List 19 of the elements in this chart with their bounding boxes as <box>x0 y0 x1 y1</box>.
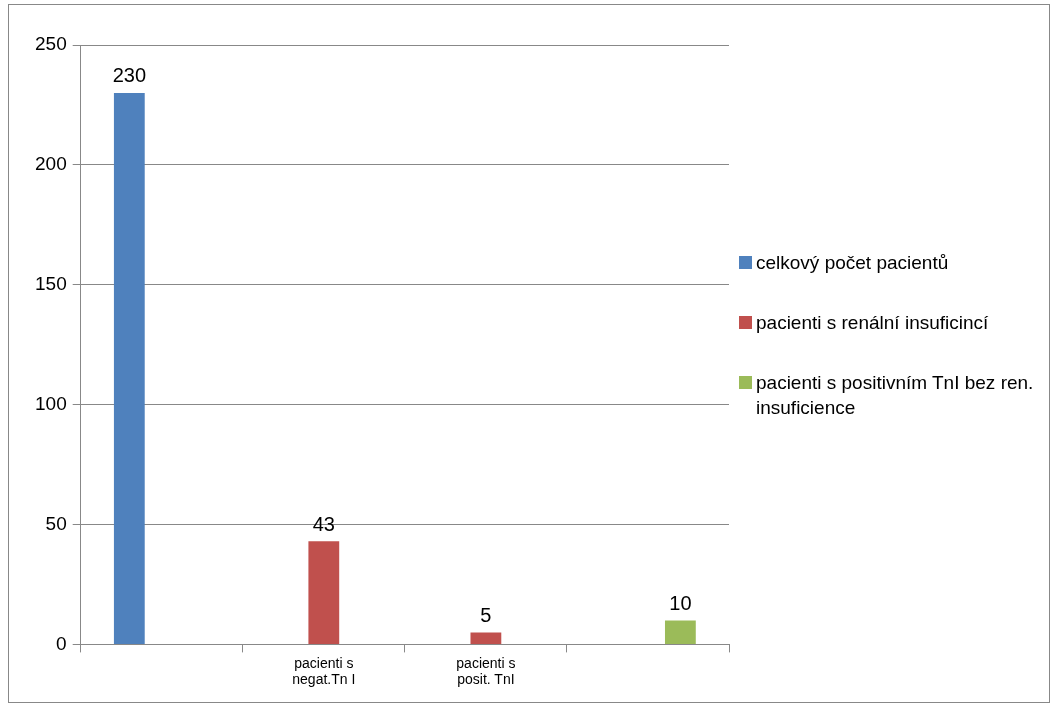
y-tick-label: 100 <box>35 392 67 414</box>
bar <box>664 620 696 644</box>
legend-label: pacienti s positivním TnI bez ren. insuficience <box>756 371 1035 420</box>
y-tick-label: 50 <box>45 512 67 534</box>
x-tick-label: pacienti s posit. TnI <box>456 654 516 688</box>
data-label: 5 <box>480 603 492 626</box>
legend-label: celkový počet pacientů <box>756 251 949 275</box>
legend-label: pacienti s renální insuficincí <box>756 311 989 335</box>
bar <box>308 541 340 644</box>
bar <box>113 92 145 644</box>
x-tick-label: pacienti s negat.Tn I <box>292 654 356 688</box>
data-label: 10 <box>669 591 692 614</box>
bar <box>470 632 502 644</box>
y-tick-label: 0 <box>56 632 67 654</box>
y-tick-label: 150 <box>35 272 67 294</box>
y-tick-label: 250 <box>35 33 67 55</box>
data-label: 43 <box>312 512 335 535</box>
y-tick-label: 200 <box>35 153 67 175</box>
data-label: 230 <box>112 64 147 87</box>
